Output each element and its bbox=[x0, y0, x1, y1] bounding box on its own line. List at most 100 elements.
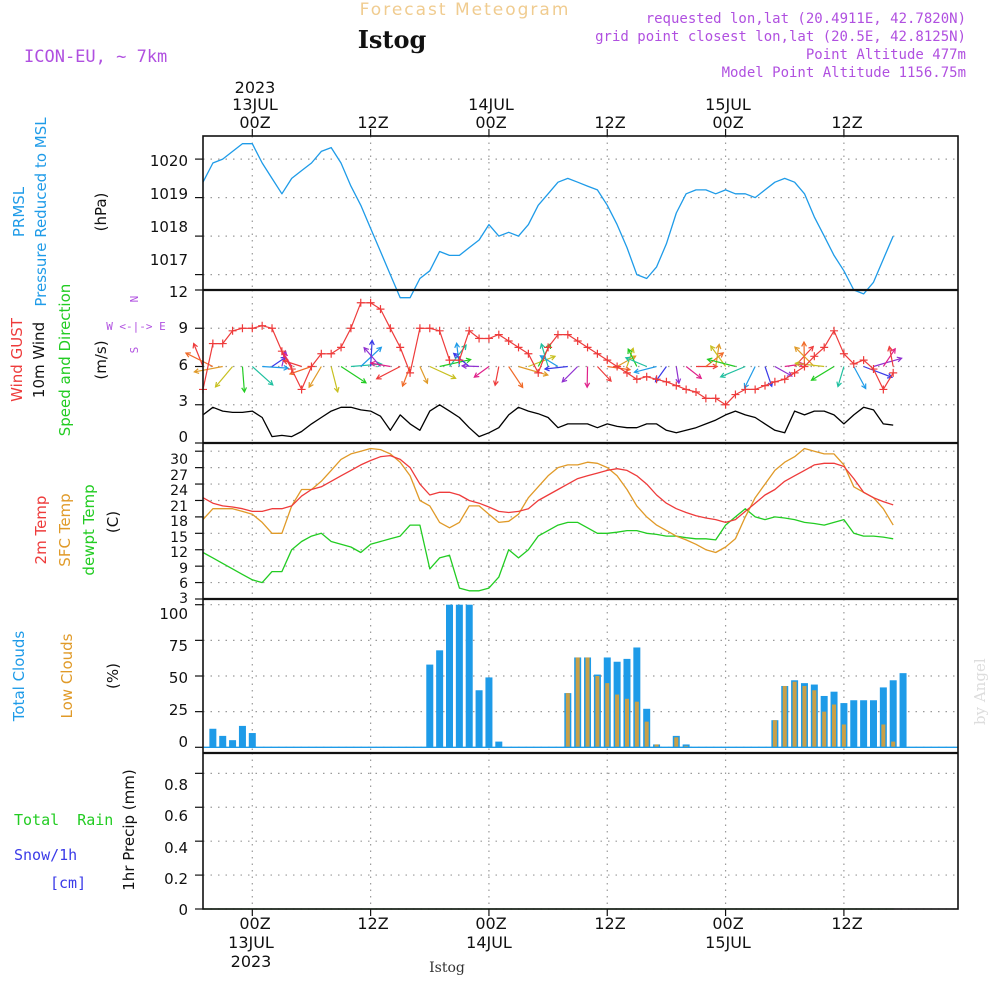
wind-direction-arrow bbox=[811, 365, 835, 381]
wind-arrow-head bbox=[861, 383, 867, 390]
wind-direction-arrow bbox=[888, 346, 894, 367]
bottom-year: 2023 bbox=[231, 952, 272, 971]
wind-arrow-head bbox=[539, 342, 546, 349]
model-label: ICON-EU, ~ 7km bbox=[24, 47, 167, 67]
low-cloud-bar bbox=[684, 745, 689, 748]
wind-direction-arrow bbox=[376, 365, 401, 380]
gust-marker bbox=[228, 326, 237, 335]
bottom-date-2: 14JUL bbox=[466, 933, 512, 952]
gust-marker bbox=[593, 349, 602, 358]
watermark: by Angel bbox=[971, 658, 989, 725]
wind-direction-arrow bbox=[251, 366, 274, 386]
gust-marker bbox=[692, 388, 700, 396]
legend-snow: Snow/1h bbox=[14, 846, 77, 864]
pressure-label-2: Pressure Reduced to MSL bbox=[32, 117, 50, 307]
wind-arrow-head bbox=[192, 342, 198, 349]
temp-tick-27: 27 bbox=[170, 468, 188, 484]
wind-arrow-head bbox=[376, 346, 383, 353]
wind-tick-12: 12 bbox=[169, 283, 188, 301]
low-cloud-bar bbox=[654, 744, 659, 748]
gust-marker bbox=[346, 324, 355, 333]
temp-tick-9: 9 bbox=[179, 561, 188, 577]
wind-arrow-head bbox=[794, 360, 801, 367]
gust-marker bbox=[307, 362, 316, 371]
wind-arrow-head bbox=[718, 352, 725, 358]
wind-direction-arrow bbox=[544, 365, 568, 370]
total-cloud-bar bbox=[238, 725, 246, 748]
clouds-tick-75: 75 bbox=[169, 637, 188, 655]
wind-direction-arrow bbox=[625, 357, 647, 368]
gust-marker bbox=[248, 324, 257, 333]
wind-direction-arrow bbox=[744, 366, 756, 389]
wind-arrow-head bbox=[719, 372, 726, 378]
wind-arrow-head bbox=[460, 363, 467, 370]
station-title: Istog bbox=[358, 25, 427, 54]
wind-arrow-head bbox=[363, 346, 369, 353]
wind-arrow-head bbox=[627, 347, 633, 355]
gust-marker bbox=[770, 377, 779, 386]
clouds-tick-50: 50 bbox=[169, 669, 188, 687]
wind-arrow-head bbox=[710, 344, 716, 352]
top-tick-4: 12Z bbox=[594, 113, 625, 132]
temp-label-3: dewpt Temp bbox=[80, 484, 98, 575]
wind-arrow-head bbox=[543, 365, 550, 372]
gust-marker bbox=[563, 330, 572, 339]
wind-arrow-head bbox=[712, 363, 719, 370]
top-tick-5: 00Z bbox=[712, 113, 743, 132]
wind-label-1: Wind GUST bbox=[8, 317, 26, 402]
wind-tick-9: 9 bbox=[178, 319, 188, 337]
low-cloud-bar bbox=[782, 685, 787, 748]
clouds-label-1: Total Clouds bbox=[10, 631, 28, 723]
bottom-tick-1: 00Z bbox=[239, 914, 270, 933]
wind-arrow-head bbox=[896, 356, 903, 363]
gust-marker bbox=[544, 343, 553, 352]
gust-marker bbox=[455, 356, 464, 365]
wind-arrow-head bbox=[542, 371, 550, 377]
wind-direction-arrow bbox=[540, 355, 559, 368]
gust-marker bbox=[731, 390, 740, 399]
wind-direction-arrow bbox=[508, 366, 524, 388]
wind-direction-arrow bbox=[308, 366, 322, 388]
compass-west-east: W <-|-> E bbox=[106, 320, 166, 333]
low-cloud-bar bbox=[634, 701, 639, 748]
legend-total-rain: Total Rain bbox=[14, 811, 113, 829]
gust-marker bbox=[642, 372, 651, 381]
wind-label-2: 10m Wind bbox=[30, 322, 48, 398]
grid-point-coords: grid point closest lon,lat (20.5E, 42.81… bbox=[595, 29, 966, 45]
wind-direction-arrow bbox=[330, 366, 339, 393]
pressure-tick-1019: 1019 bbox=[150, 185, 188, 203]
legend-cm: [cm] bbox=[50, 874, 86, 892]
gust-marker bbox=[800, 362, 809, 371]
gust-marker bbox=[662, 377, 671, 386]
wind-label-3: Speed and Direction bbox=[56, 284, 74, 437]
gust-marker bbox=[415, 324, 424, 333]
gust-marker bbox=[761, 381, 770, 390]
gust-marker bbox=[869, 365, 878, 374]
model-altitude: Model Point Altitude 1156.75m bbox=[722, 65, 966, 81]
wind-direction-arrow bbox=[720, 365, 746, 378]
gust-marker bbox=[406, 368, 415, 377]
low-cloud-bar bbox=[772, 720, 777, 748]
wind-direction-arrow bbox=[439, 358, 471, 368]
precip-tick-06: 0.6 bbox=[164, 807, 188, 825]
low-cloud-bar bbox=[822, 711, 827, 748]
wind-arrow-head bbox=[308, 382, 314, 389]
gust-marker bbox=[682, 385, 691, 394]
low-cloud-bar bbox=[575, 657, 580, 748]
wind-10m-line bbox=[202, 404, 894, 438]
gust-marker bbox=[573, 337, 582, 345]
gust-marker bbox=[297, 385, 306, 394]
gust-marker bbox=[484, 334, 493, 343]
total-cloud-bar bbox=[475, 690, 483, 748]
wind-arrow-head bbox=[696, 373, 703, 380]
gust-marker bbox=[810, 352, 819, 361]
wind-arrow-head bbox=[369, 360, 376, 367]
gust-marker bbox=[218, 339, 227, 348]
total-cloud-bar bbox=[219, 735, 227, 748]
wind-direction-arrow bbox=[528, 355, 556, 368]
top-tick-1: 00Z bbox=[239, 113, 270, 132]
gust-marker bbox=[839, 349, 848, 358]
temp-label-1: 2m Temp bbox=[32, 496, 50, 565]
wind-arrow-head bbox=[584, 382, 591, 389]
top-date-1: 13JUL bbox=[232, 95, 278, 114]
